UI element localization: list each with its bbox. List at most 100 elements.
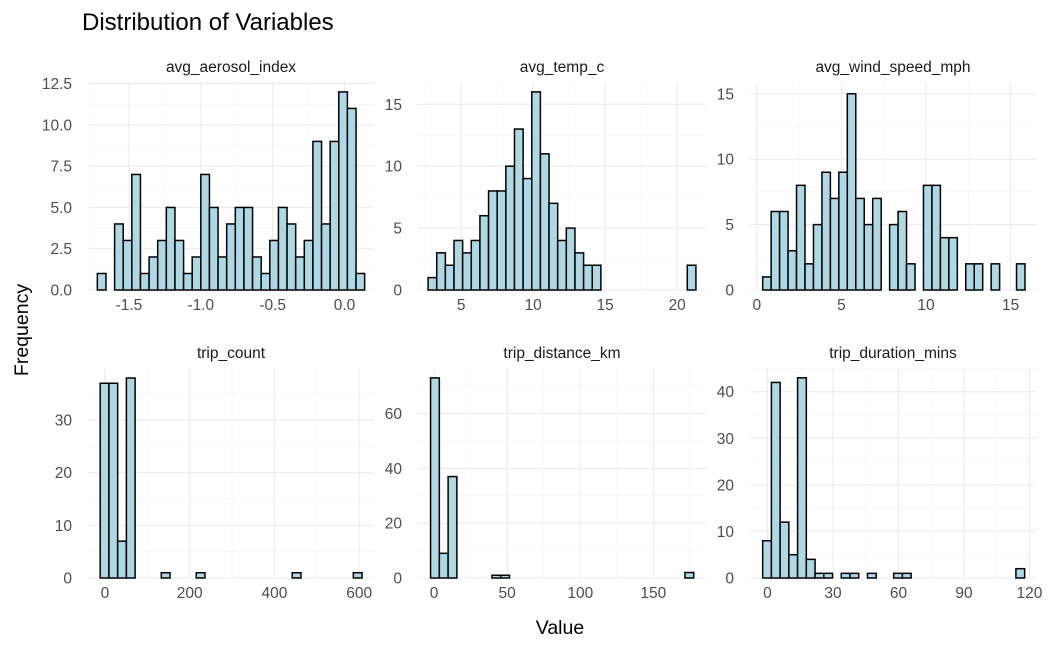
histogram-bar bbox=[429, 377, 441, 579]
histogram-bar bbox=[973, 263, 984, 291]
histogram-bar bbox=[866, 572, 877, 579]
histogram-bar bbox=[260, 272, 271, 291]
y-tick-label: 20 bbox=[55, 465, 73, 482]
histogram-bar bbox=[243, 206, 254, 291]
y-tick-label: 2.5 bbox=[50, 241, 72, 258]
y-tick-label: 0 bbox=[725, 571, 734, 588]
histogram-bar bbox=[522, 177, 533, 291]
y-tick-label: 0 bbox=[63, 571, 72, 588]
histogram-bar bbox=[208, 206, 219, 291]
histogram-bar bbox=[352, 571, 363, 579]
histogram-bar bbox=[513, 128, 524, 291]
histogram-bar bbox=[1015, 567, 1026, 579]
histogram-bar bbox=[496, 190, 507, 291]
panel-title: trip_distance_km bbox=[503, 345, 620, 362]
histogram-bar bbox=[122, 239, 133, 291]
y-tick-label: 60 bbox=[385, 406, 403, 423]
y-tick-label: 0 bbox=[393, 571, 402, 588]
x-tick-label: 150 bbox=[640, 585, 666, 602]
histogram-bar bbox=[312, 140, 323, 291]
y-tick-label: 40 bbox=[385, 461, 403, 478]
x-tick-label: 120 bbox=[1017, 585, 1043, 602]
histogram-bar bbox=[863, 223, 874, 291]
histogram-bar bbox=[453, 239, 464, 291]
histogram-bar bbox=[770, 381, 781, 579]
histogram-bar bbox=[855, 197, 865, 291]
histogram-bar bbox=[269, 239, 280, 291]
histogram-bar bbox=[294, 256, 306, 291]
histogram-bar bbox=[778, 210, 789, 291]
panel-avg_temp_c: avg_temp_c 5 10 15 20 0 5 10 15 bbox=[385, 59, 706, 314]
histogram-bar bbox=[539, 153, 550, 291]
plot-title: Distribution of Variables bbox=[82, 9, 334, 36]
histogram-bar bbox=[491, 574, 502, 579]
x-tick-label: 30 bbox=[824, 585, 842, 602]
histogram-bar bbox=[939, 236, 950, 291]
histogram-bar bbox=[779, 521, 790, 579]
histogram-bar bbox=[821, 171, 832, 291]
histogram-bar bbox=[788, 553, 799, 579]
histogram-bar bbox=[565, 227, 576, 291]
panel-avg_aerosol_index: avg_aerosol_index -1.5 -1.0 -0.5 0.0 0.0 2.5 5.… bbox=[42, 59, 374, 314]
histogram-bar bbox=[591, 264, 602, 291]
histogram-bar bbox=[901, 572, 912, 579]
y-tick-label: 7.5 bbox=[50, 159, 72, 176]
histogram-bar bbox=[871, 197, 882, 291]
panel-title: avg_wind_speed_mph bbox=[815, 59, 970, 76]
histogram-bar bbox=[505, 165, 516, 291]
histogram-bar bbox=[812, 223, 823, 291]
histogram-bar bbox=[435, 252, 447, 291]
histogram-bar bbox=[99, 382, 110, 579]
histogram-bar bbox=[548, 202, 559, 291]
histogram-bar bbox=[531, 91, 542, 291]
x-tick-label: -1.0 bbox=[187, 297, 214, 314]
histogram-bar bbox=[195, 571, 206, 579]
x-axis-title: Value bbox=[536, 617, 584, 639]
histogram-bar bbox=[291, 571, 302, 579]
histogram-bar bbox=[582, 264, 593, 291]
panel-title: trip_count bbox=[197, 345, 266, 362]
y-tick-label: 30 bbox=[717, 431, 735, 448]
x-tick-label: 15 bbox=[597, 297, 614, 314]
histogram-bar bbox=[286, 223, 297, 291]
histogram-bar bbox=[805, 558, 816, 579]
histogram-bar bbox=[787, 250, 798, 291]
histogram-bar bbox=[684, 571, 695, 579]
histogram-bar bbox=[948, 236, 959, 291]
histogram-bar bbox=[225, 223, 237, 291]
panel-trip_count: trip_count 0 200 400 600 0 10 20 30 bbox=[55, 345, 374, 602]
y-tick-label: 20 bbox=[385, 516, 403, 533]
histogram-bar bbox=[156, 239, 168, 291]
x-tick-label: 0 bbox=[763, 585, 772, 602]
y-tick-label: 20 bbox=[717, 477, 735, 494]
histogram-bar bbox=[814, 572, 825, 579]
histogram-bar bbox=[96, 272, 107, 291]
histogram-bar bbox=[804, 263, 815, 291]
histogram-bar bbox=[556, 239, 568, 291]
histogram-bar bbox=[148, 256, 159, 291]
y-tick-label: 30 bbox=[55, 413, 73, 430]
x-tick-label: 0.0 bbox=[334, 297, 356, 314]
y-tick-label: 0.0 bbox=[50, 283, 72, 300]
histogram-bar bbox=[320, 223, 331, 291]
y-tick-label: 5.0 bbox=[50, 200, 72, 217]
panel-title: avg_aerosol_index bbox=[166, 59, 296, 76]
histogram-bar bbox=[444, 264, 455, 291]
facet-panels: avg_aerosol_index -1.5 -1.0 -0.5 0.0 0.0 2.5 5.… bbox=[42, 59, 1043, 602]
histogram-bar bbox=[116, 540, 128, 579]
histogram-bar bbox=[829, 197, 840, 291]
histogram-bar bbox=[840, 572, 851, 579]
panel-title: trip_duration_mins bbox=[829, 345, 957, 362]
x-tick-label: 0 bbox=[430, 585, 439, 602]
histogram-bar bbox=[499, 574, 511, 579]
histogram-bar bbox=[125, 377, 136, 579]
x-tick-label: 0 bbox=[752, 297, 761, 314]
x-tick-label: 60 bbox=[890, 585, 908, 602]
y-axis-title: Frequency bbox=[11, 284, 33, 376]
histogram-bar bbox=[234, 206, 245, 291]
histogram-bar bbox=[303, 239, 314, 291]
histogram-bar bbox=[761, 539, 773, 579]
histogram-bar bbox=[892, 572, 904, 579]
histogram-bar bbox=[846, 93, 857, 291]
